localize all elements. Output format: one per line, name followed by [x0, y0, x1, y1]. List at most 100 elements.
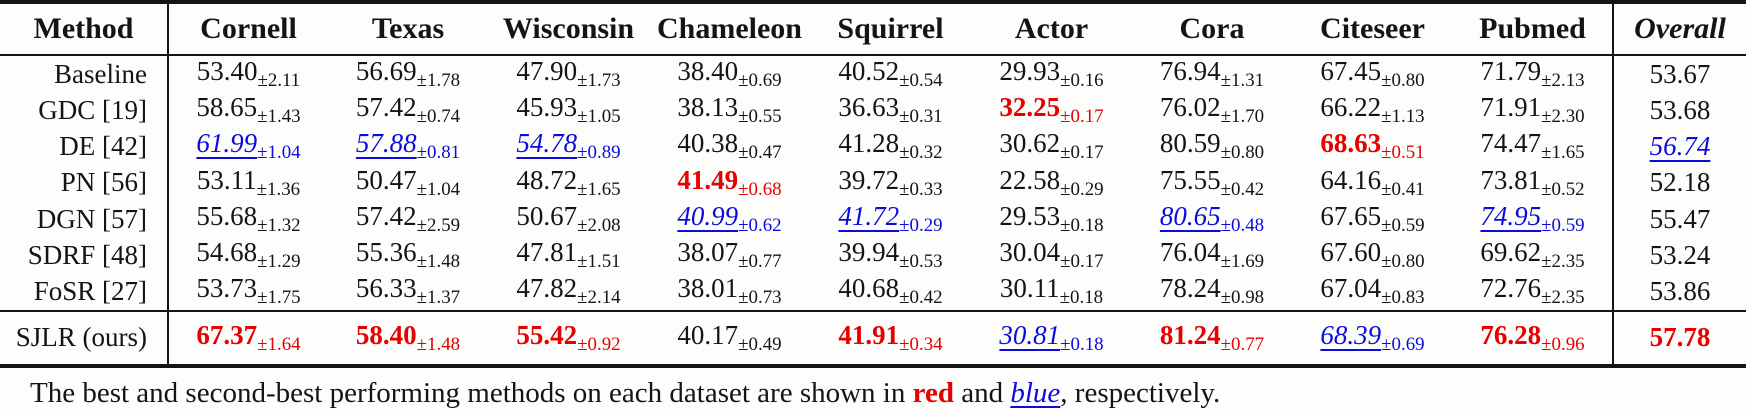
value-cell: 55.42±0.92 [488, 309, 649, 366]
score-value: 38.40±0.69 [677, 56, 782, 92]
std-dev: ±0.59 [1381, 215, 1425, 237]
value-cell: 40.17±0.49 [649, 309, 810, 366]
score-value: 40.99±0.62 [677, 200, 782, 237]
value-cell: 38.01±0.73 [649, 273, 810, 310]
column-header-chameleon: Chameleon [649, 2, 810, 56]
score-value: 78.24±0.98 [1159, 273, 1265, 309]
value-cell: 40.38±0.47 [649, 128, 810, 164]
std-dev: ±0.18 [1060, 333, 1104, 355]
caption-text-suffix: , respectively. [1060, 376, 1221, 409]
std-dev: ±0.49 [738, 333, 782, 355]
value-cell: 64.16±0.41 [1292, 165, 1453, 201]
column-header-method: Method [0, 2, 169, 56]
std-dev: ±0.17 [1060, 251, 1104, 273]
baseline-methods-rows: Baseline 53.40±2.11 56.69±1.78 47.90±1.73 38… [0, 55, 1746, 311]
value-cell: 68.39±0.69 [1292, 309, 1453, 366]
score-value: 58.65±1.43 [196, 92, 301, 128]
results-table: Method Cornell Texas Wisconsin Chameleon Squi… [0, 0, 1746, 368]
value-cell: 50.67±2.08 [488, 201, 649, 237]
caption-red-word: red [912, 376, 954, 409]
std-dev: ±0.31 [899, 106, 943, 128]
value-cell: 74.47±1.65 [1453, 128, 1613, 164]
value-cell: 50.47±1.04 [328, 165, 488, 201]
value-cell: 58.65±1.43 [168, 92, 328, 128]
score-value: 80.59±0.80 [1159, 128, 1265, 164]
score-value: 56.69±1.78 [355, 56, 461, 92]
score-value: 66.22±1.13 [1320, 92, 1425, 128]
value-cell: 73.81±0.52 [1453, 165, 1613, 201]
score-value: 57.88±0.81 [355, 128, 461, 164]
score-value: 76.28±0.96 [1480, 319, 1585, 355]
std-dev: ±0.62 [738, 215, 782, 237]
value-cell: 38.07±0.77 [649, 237, 810, 273]
score-value: 76.02±1.70 [1159, 92, 1265, 128]
value-cell: 67.65±0.59 [1292, 201, 1453, 237]
std-dev: ±1.36 [256, 178, 301, 200]
value-cell: 41.91±0.34 [810, 309, 971, 366]
std-dev: ±0.33 [899, 178, 943, 200]
std-dev: ±0.29 [1060, 178, 1104, 200]
std-dev: ±0.42 [1220, 178, 1265, 200]
value-cell: 39.72±0.33 [810, 165, 971, 201]
score-value: 67.65±0.59 [1320, 200, 1425, 237]
std-dev: ±0.17 [1060, 142, 1104, 164]
score-value: 61.99±1.04 [196, 128, 301, 164]
score-value: 67.37±1.64 [196, 319, 301, 355]
method-cell: FoSR [27] [0, 273, 169, 311]
caption-text-prefix: The best and second-best performing meth… [30, 376, 913, 409]
method-cell: SDRF [48] [0, 237, 169, 274]
value-cell: 53.73±1.75 [168, 273, 328, 310]
value-cell: 80.59±0.80 [1132, 128, 1292, 164]
value-cell: 75.55±0.42 [1132, 165, 1292, 201]
score-value: 55.42±0.92 [516, 319, 621, 355]
value-cell: 58.40±1.48 [328, 309, 488, 366]
std-dev: ±0.18 [1059, 287, 1104, 309]
table-row: DGN [57] 55.68±1.32 57.42±2.59 50.67±2.08 40… [0, 200, 1746, 238]
std-dev: ±0.80 [1381, 70, 1425, 92]
value-cell: 41.49±0.68 [649, 165, 810, 201]
std-dev: ±0.34 [899, 333, 943, 355]
value-cell: 38.40±0.69 [649, 55, 810, 92]
table-row: PN [56] 53.11±1.36 50.47±1.04 48.72±1.65 41.… [0, 164, 1746, 201]
std-dev: ±0.42 [899, 287, 943, 309]
method-cell: DGN [57] [0, 200, 169, 238]
std-dev: ±2.35 [1541, 251, 1585, 273]
method-cell: SJLR (ours) [0, 309, 169, 366]
std-dev: ±0.89 [577, 142, 621, 164]
table-row: Baseline 53.40±2.11 56.69±1.78 47.90±1.73 38… [0, 55, 1746, 93]
std-dev: ±0.74 [416, 106, 461, 128]
value-cell: 30.62±0.17 [971, 128, 1132, 164]
score-value: 29.93±0.16 [999, 56, 1104, 92]
std-dev: ±1.69 [1220, 251, 1265, 273]
score-value: 71.79±2.13 [1480, 56, 1585, 92]
score-value: 67.45±0.80 [1320, 56, 1425, 92]
score-value: 57.78 [1649, 322, 1711, 353]
value-cell: 30.04±0.17 [971, 237, 1132, 273]
score-value: 22.58±0.29 [999, 164, 1104, 200]
score-value: 55.68±1.32 [196, 200, 301, 237]
value-cell: 61.99±1.04 [168, 128, 328, 164]
value-cell: 47.81±1.51 [488, 237, 649, 273]
std-dev: ±1.13 [1381, 106, 1425, 128]
score-value: 50.47±1.04 [355, 164, 461, 200]
table-row: FoSR [27] 53.73±1.75 56.33±1.37 47.82±2.14 3… [0, 273, 1746, 311]
overall-cell: 56.74 [1612, 128, 1746, 165]
value-cell: 67.45±0.80 [1292, 55, 1453, 92]
value-cell: 56.33±1.37 [328, 273, 488, 310]
std-dev: ±0.18 [1060, 215, 1104, 237]
std-dev: ±0.73 [738, 287, 782, 309]
table-caption: The best and second-best performing meth… [30, 377, 1746, 410]
score-value: 75.55±0.42 [1159, 164, 1265, 200]
value-cell: 67.37±1.64 [168, 309, 328, 366]
value-cell: 76.94±1.31 [1132, 55, 1292, 92]
std-dev: ±0.51 [1381, 142, 1425, 164]
value-cell: 36.63±0.31 [810, 92, 971, 128]
overall-cell: 53.86 [1612, 273, 1746, 311]
score-value: 40.17±0.49 [677, 319, 782, 355]
value-cell: 54.68±1.29 [168, 237, 328, 273]
score-value: 30.11±0.18 [999, 273, 1104, 309]
score-value: 76.94±1.31 [1159, 56, 1265, 92]
std-dev: ±1.73 [577, 70, 621, 92]
std-dev: ±0.96 [1541, 333, 1585, 355]
value-cell: 41.72±0.29 [810, 201, 971, 237]
